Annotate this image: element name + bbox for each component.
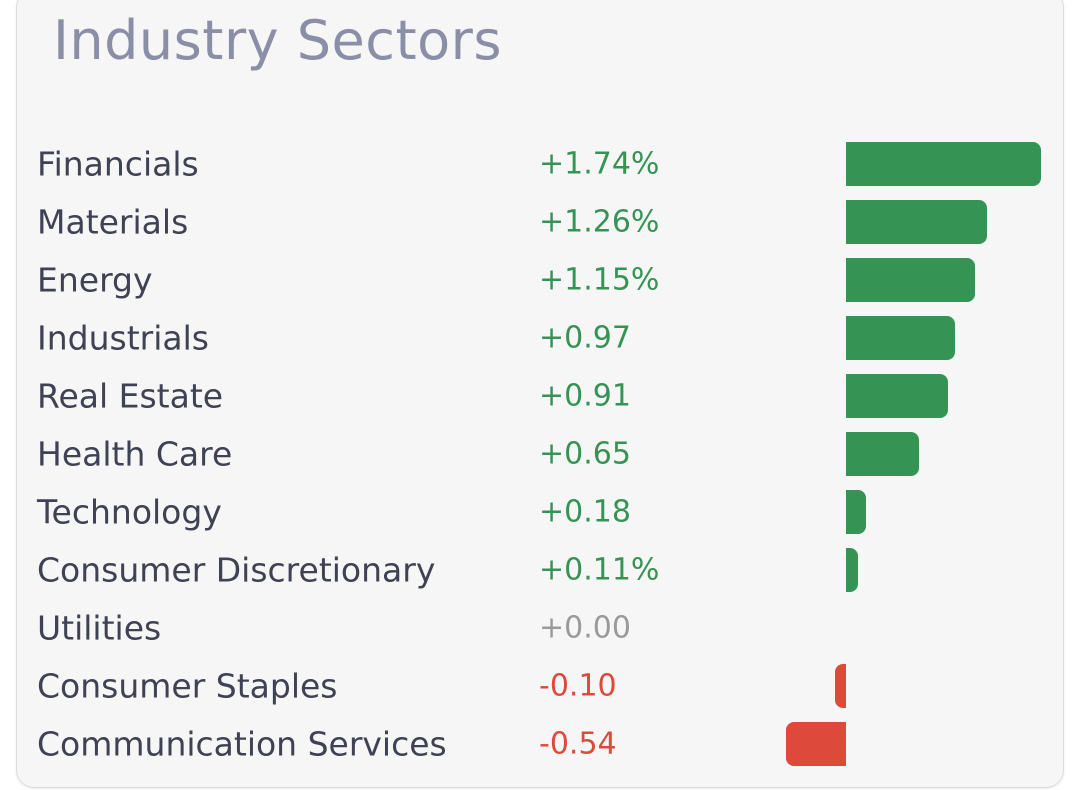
sector-name: Materials <box>37 202 189 242</box>
sector-bar <box>846 316 955 360</box>
sector-row: Financials +1.74% <box>0 135 1080 193</box>
sector-bar <box>846 258 975 302</box>
sector-row: Real Estate +0.91 <box>0 367 1080 425</box>
sector-bar <box>846 432 919 476</box>
sector-row: Communication Services -0.54 <box>0 715 1080 773</box>
sector-row: Technology +0.18 <box>0 483 1080 541</box>
sector-bar <box>846 548 859 592</box>
sector-name: Industrials <box>37 318 209 358</box>
sector-row: Consumer Discretionary +0.11% <box>0 541 1080 599</box>
sector-row: Industrials +0.97 <box>0 309 1080 367</box>
sector-change-value: +1.74% <box>539 146 660 182</box>
sector-row: Materials +1.26% <box>0 193 1080 251</box>
sector-bar <box>846 200 988 244</box>
sector-bar <box>834 664 846 708</box>
sector-row: Consumer Staples -0.10 <box>0 657 1080 715</box>
sector-name: Utilities <box>37 608 162 648</box>
sector-change-value: -0.10 <box>539 668 617 704</box>
sector-row: Health Care +0.65 <box>0 425 1080 483</box>
sector-change-value: +0.91 <box>539 378 631 414</box>
sector-name: Consumer Discretionary <box>37 550 436 590</box>
sector-change-value: -0.54 <box>539 726 617 762</box>
sector-row: Utilities +0.00 <box>0 599 1080 657</box>
sector-change-value: +0.18 <box>539 494 631 530</box>
sector-change-value: +0.65 <box>539 436 631 472</box>
sector-change-value: +1.15% <box>539 262 660 298</box>
sector-change-value: +0.11% <box>539 552 660 588</box>
sector-name: Communication Services <box>37 724 447 764</box>
sector-bar <box>846 490 867 534</box>
sector-change-value: +0.97 <box>539 320 631 356</box>
sector-bar <box>846 374 948 418</box>
sector-name: Real Estate <box>37 376 224 416</box>
sector-change-value: +0.00 <box>539 610 631 646</box>
sector-name: Consumer Staples <box>37 666 338 706</box>
sector-row: Energy +1.15% <box>0 251 1080 309</box>
sector-change-value: +1.26% <box>539 204 660 240</box>
sector-bar <box>785 722 846 766</box>
sector-bar <box>846 142 1041 186</box>
sector-name: Technology <box>37 492 222 532</box>
sector-name: Energy <box>37 260 153 300</box>
page-title: Industry Sectors <box>53 9 503 72</box>
sector-name: Health Care <box>37 434 233 474</box>
sector-name: Financials <box>37 144 199 184</box>
